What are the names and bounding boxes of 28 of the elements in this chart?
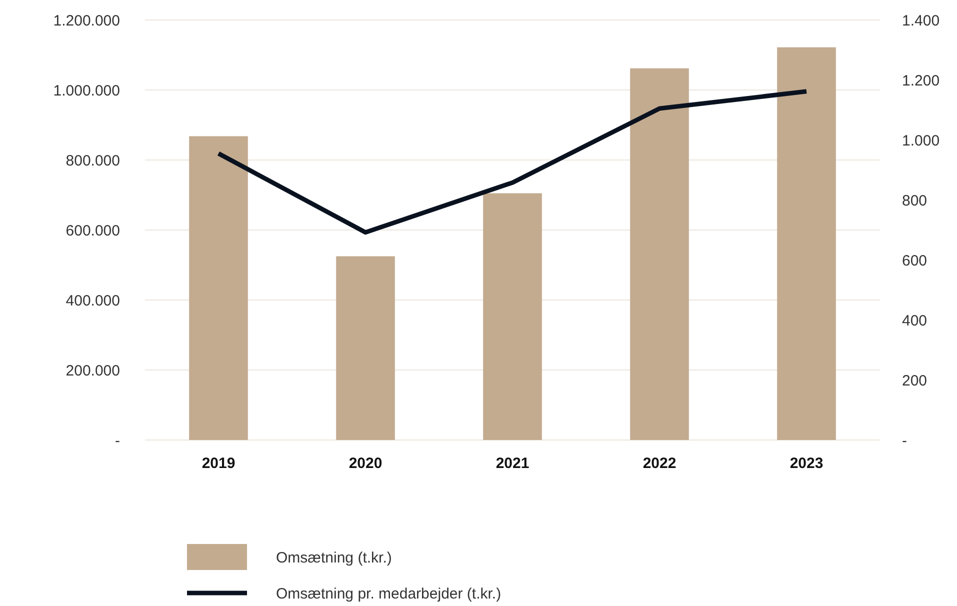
y2-tick-label: 600: [902, 252, 928, 270]
x-tick-label: 2021: [496, 455, 530, 472]
bar: [483, 193, 542, 440]
x-tick-label: 2023: [790, 455, 824, 472]
y-tick-label: -: [115, 432, 120, 450]
y2-tick-label: 1.200: [902, 72, 940, 90]
x-tick-label: 2020: [348, 455, 382, 472]
y-tick-label: 400.000: [66, 292, 120, 310]
y-tick-label: 200.000: [66, 362, 120, 380]
bar: [189, 136, 248, 440]
legend-label: Omsætning pr. medarbejder (t.kr.): [276, 585, 502, 602]
y2-tick-label: 200: [902, 372, 928, 390]
y-tick-label: 800.000: [66, 152, 120, 170]
y2-tick-label: -: [902, 432, 907, 450]
bar: [777, 47, 836, 440]
y2-tick-label: 800: [902, 192, 928, 210]
y-tick-label: 1.200.000: [53, 12, 120, 30]
bar: [630, 68, 689, 440]
y2-tick-label: 1.000: [902, 132, 940, 150]
y2-tick-label: 400: [902, 312, 928, 330]
x-tick-label: 2022: [642, 455, 676, 472]
line-series: [216, 89, 809, 235]
y-tick-label: 1.000.000: [53, 82, 120, 100]
bar: [336, 256, 395, 440]
x-tick-label: 2019: [202, 455, 236, 472]
legend-label: Omsætning (t.kr.): [276, 549, 392, 566]
y-tick-label: 600.000: [66, 222, 120, 240]
y2-tick-label: 1.400: [902, 12, 940, 30]
